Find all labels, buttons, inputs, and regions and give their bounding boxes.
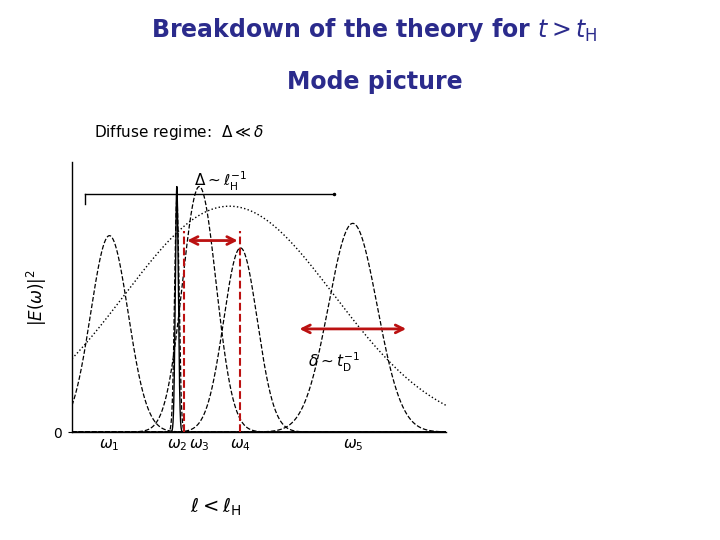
Text: Breakdown of the theory for $t > t_\mathrm{H}$: Breakdown of the theory for $t > t_\math… <box>151 16 598 44</box>
Text: Diffuse regime:  $\Delta \ll \delta$: Diffuse regime: $\Delta \ll \delta$ <box>94 123 265 143</box>
Text: Mode picture: Mode picture <box>287 70 462 94</box>
Text: $\ell < \ell_\mathrm{H}$: $\ell < \ell_\mathrm{H}$ <box>190 496 242 518</box>
Text: $\Delta \sim \ell_\mathrm{H}^{-1}$: $\Delta \sim \ell_\mathrm{H}^{-1}$ <box>194 170 248 193</box>
Y-axis label: $|\mathit{E}(\omega)|^2$: $|\mathit{E}(\omega)|^2$ <box>25 268 49 326</box>
Text: $\delta \sim t_\mathrm{D}^{-1}$: $\delta \sim t_\mathrm{D}^{-1}$ <box>308 351 360 374</box>
